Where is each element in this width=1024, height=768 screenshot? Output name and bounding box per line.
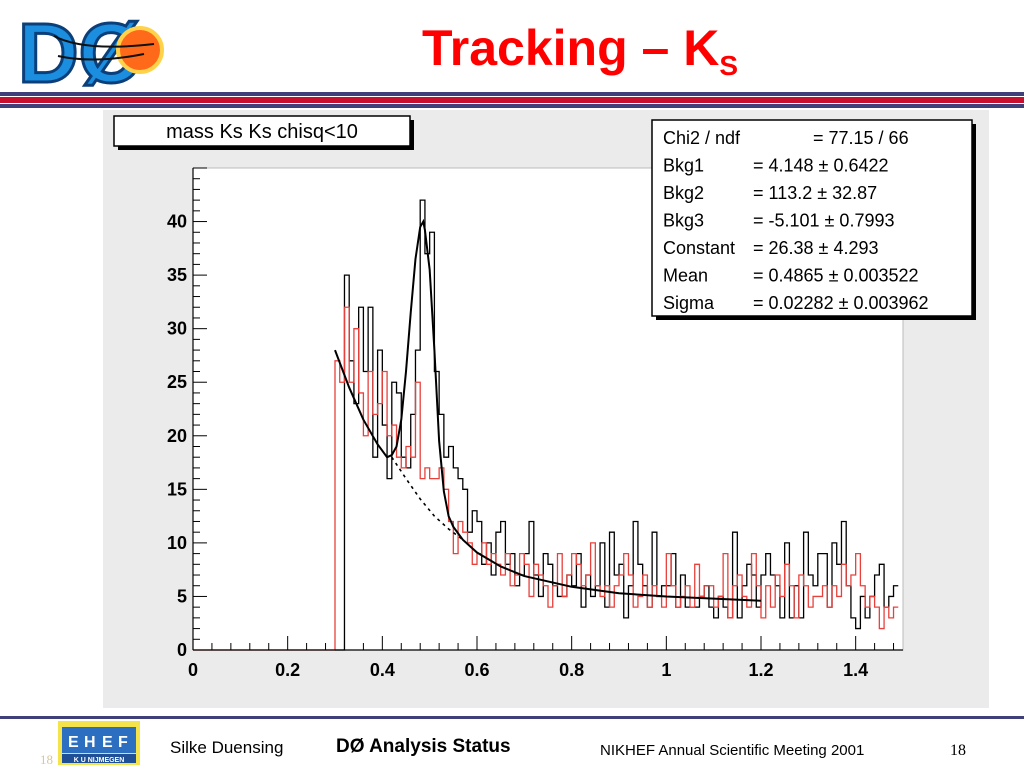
stats-value: = 0.02282 ± 0.003962	[753, 293, 929, 313]
x-tick-label: 1.4	[843, 660, 868, 680]
ghost-page-number: 18	[40, 752, 53, 767]
slide-title-main: Tracking – K	[421, 20, 720, 76]
stats-label: Bkg2	[663, 183, 704, 203]
x-tick-label: 0.4	[370, 660, 395, 680]
series-layer	[193, 199, 899, 651]
footer-meeting: NIKHEF Annual Scientific Meeting 2001	[600, 742, 865, 759]
nikhef-logo-letter-2: H	[84, 734, 96, 751]
chart-title-box: mass Ks Ks chisq<10	[113, 115, 414, 150]
y-tick-label: 35	[167, 265, 187, 285]
y-tick-label: 15	[167, 479, 187, 499]
x-tick-label: 0.8	[559, 660, 584, 680]
x-tick-label: 1.2	[748, 660, 773, 680]
axis-layer: 0 0.2 0.4 0.6 0.8 1 1.2 1.4 0 5 10 15 20 25 30 35 40	[167, 167, 903, 680]
nikhef-logo-letter-3: E	[102, 734, 113, 751]
y-tick-label: 40	[167, 212, 187, 232]
footer-author: Silke Duensing	[170, 738, 284, 757]
page-number: 18	[950, 742, 966, 759]
d0-logo: DØ	[17, 8, 164, 90]
x-tick-label: 0	[188, 660, 198, 680]
d0-logo-track-2	[57, 53, 145, 61]
stats-value: = 77.15 / 66	[813, 128, 909, 148]
footer-status: DØ Analysis Status	[336, 736, 511, 757]
footer-rule	[0, 716, 1024, 719]
stats-value: = 26.38 ± 4.293	[753, 238, 878, 258]
x-tick-label: 0.6	[464, 660, 489, 680]
nikhef-logo: E H E F K U NIJMEGEN	[58, 721, 140, 765]
stats-label: Chi2 / ndf	[663, 128, 741, 148]
x-tick-label: 1	[661, 660, 671, 680]
y-tick-label: 5	[177, 586, 187, 606]
mass-histogram-chart: 0 0.2 0.4 0.6 0.8 1 1.2 1.4 0 5 10 15 20 25 30 35 40 mas…	[113, 115, 976, 680]
y-tick-label: 20	[167, 426, 187, 446]
stats-label: Sigma	[663, 293, 715, 313]
y-tick-label: 25	[167, 372, 187, 392]
stats-value: = 4.148 ± 0.6422	[753, 156, 889, 176]
d0-logo-burst	[116, 26, 164, 74]
stats-box: Chi2 / ndf = 77.15 / 66 Bkg1 = 4.148 ± 0.64…	[651, 119, 976, 320]
nikhef-logo-label: K U NIJMEGEN	[74, 757, 125, 764]
slide-title: Tracking – KS	[300, 18, 860, 96]
d0-logo-track	[53, 35, 155, 48]
background-fit-curve	[391, 456, 464, 541]
slide-title-subscript: S	[719, 50, 739, 81]
nikhef-logo-letter-4: F	[118, 734, 128, 751]
header-rule	[0, 92, 1024, 108]
y-tick-label: 10	[167, 533, 187, 553]
stats-label: Mean	[663, 266, 708, 286]
fit-curve	[334, 218, 762, 602]
y-tick-label: 30	[167, 319, 187, 339]
stats-value: = 113.2 ± 32.87	[753, 183, 877, 203]
nikhef-logo-letter-1: E	[68, 734, 79, 751]
stats-label: Bkg3	[663, 211, 704, 231]
chart-title: mass Ks Ks chisq<10	[166, 121, 358, 143]
stats-label: Bkg1	[663, 156, 704, 176]
stats-label: Constant	[663, 238, 735, 258]
stats-value: = -5.101 ± 0.7993	[753, 211, 895, 231]
stats-value: = 0.4865 ± 0.003522	[753, 266, 919, 286]
x-tick-label: 0.2	[275, 660, 300, 680]
histogram-series-1	[193, 306, 899, 651]
y-tick-label: 0	[177, 640, 187, 660]
